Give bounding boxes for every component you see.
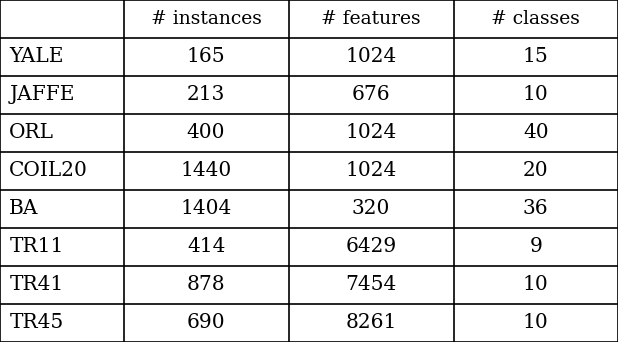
Text: YALE: YALE (9, 48, 64, 66)
Text: 10: 10 (523, 314, 549, 332)
Text: 20: 20 (523, 161, 549, 181)
Text: 878: 878 (187, 276, 226, 294)
Text: 414: 414 (187, 237, 226, 256)
Text: TR45: TR45 (9, 314, 64, 332)
Text: 676: 676 (352, 86, 391, 105)
Text: 10: 10 (523, 86, 549, 105)
Text: 690: 690 (187, 314, 226, 332)
Text: COIL20: COIL20 (9, 161, 88, 181)
Text: 10: 10 (523, 276, 549, 294)
Text: # instances: # instances (151, 10, 261, 28)
Text: # features: # features (321, 10, 421, 28)
Text: ORL: ORL (9, 123, 54, 143)
Text: JAFFE: JAFFE (9, 86, 75, 105)
Text: BA: BA (9, 199, 39, 219)
Text: 1024: 1024 (345, 161, 397, 181)
Text: 165: 165 (187, 48, 226, 66)
Text: TR41: TR41 (9, 276, 64, 294)
Text: 1024: 1024 (345, 123, 397, 143)
Text: 1024: 1024 (345, 48, 397, 66)
Text: TR11: TR11 (9, 237, 64, 256)
Text: 400: 400 (187, 123, 226, 143)
Text: 1404: 1404 (180, 199, 232, 219)
Text: 40: 40 (523, 123, 549, 143)
Text: 36: 36 (523, 199, 549, 219)
Text: 213: 213 (187, 86, 226, 105)
Text: 9: 9 (530, 237, 542, 256)
Text: 1440: 1440 (180, 161, 232, 181)
Text: 8261: 8261 (345, 314, 397, 332)
Text: # classes: # classes (491, 10, 580, 28)
Text: 15: 15 (523, 48, 549, 66)
Text: 7454: 7454 (345, 276, 397, 294)
Text: 6429: 6429 (345, 237, 397, 256)
Text: 320: 320 (352, 199, 391, 219)
